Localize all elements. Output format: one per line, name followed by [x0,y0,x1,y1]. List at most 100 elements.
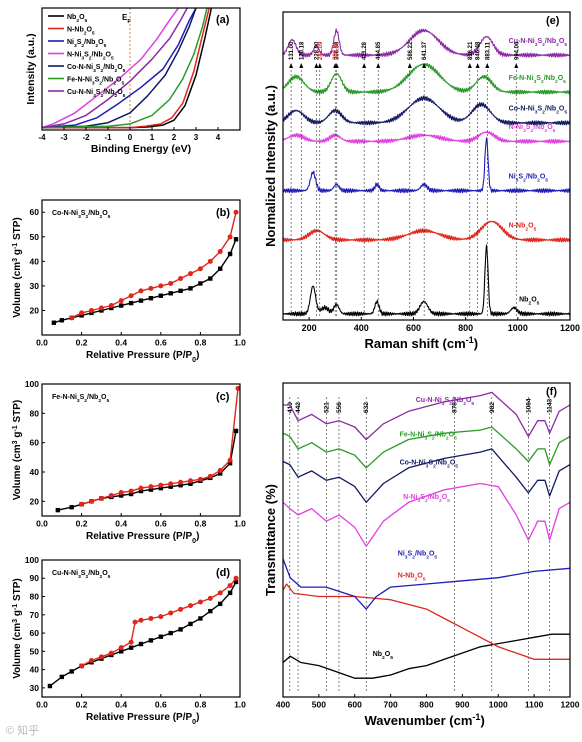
text-part: S [408,551,413,558]
text-part: 5 [111,55,114,61]
spectrum-line [282,130,571,145]
peak-label: 442 [295,402,302,413]
data-point [59,318,64,323]
text-part: g [12,432,23,441]
peak-label: 556 [336,402,343,413]
y-tick-label: 40 [30,467,40,477]
x-tick-label: 900 [455,700,469,710]
text-part: Nb [67,14,76,21]
data-point [148,484,154,490]
text-part: Nb [373,651,382,658]
text-part: 5 [455,463,458,469]
data-point [188,286,193,291]
x-tick-label: 1100 [525,700,544,710]
data-point [128,491,134,497]
data-point [227,457,233,463]
text-part: -1 [12,604,19,610]
series-line [41,7,180,129]
text-part: /Nb [435,431,446,438]
data-point [207,595,213,601]
peak-label: 982 [489,402,496,413]
data-point [207,473,213,479]
text-part: 2 [84,398,87,404]
y-tick-label: 30 [30,281,40,291]
text-part: O [531,297,537,304]
peak-arrow-icon [376,63,381,68]
x-tick-label: 400 [354,323,369,333]
x-tick-label: 0.2 [76,700,88,710]
legend-label: N-Ni3S2/Nb2O5 [67,52,114,62]
plot-frame [41,199,241,336]
text-part: 5 [108,214,111,220]
peak-arrow-icon [467,63,472,68]
peak-label: 878 [451,402,458,413]
text-part: 2 [425,498,428,504]
text-part: 2 [530,128,533,134]
y-tick-label: 50 [30,646,40,656]
data-point [118,645,124,651]
panel-letter: (e) [546,15,560,27]
text-part: Cu-N-Ni [509,38,535,45]
legend-label: Ni3S2/Nb2O5 [67,39,107,49]
text-part: 2 [432,435,435,441]
text-part: Relative Pressure (P/P [86,531,192,542]
text-part: 2 [433,463,436,469]
data-point [178,479,184,485]
series-label: Nb2O5 [373,651,394,661]
text-part: -1 [12,425,19,431]
y-tick-label: 80 [30,408,40,418]
data-point [178,606,184,612]
text-part: 2 [523,177,526,183]
data-point [158,614,164,620]
text-part: S [80,394,85,401]
text-part: 5 [108,574,111,580]
peak-label: 228.00 [314,41,320,60]
spectrum-line [282,558,571,610]
y-tick-label: 60 [30,628,40,638]
text-part: /Nb [428,494,439,501]
y-tick-label: 60 [30,207,40,217]
text-part: Fe-N-Ni [400,431,425,438]
panel-c: 0.0 0.2 0.4 0.6 0.8 1.020406080100Fe-N-Ni3S2/… [12,379,247,545]
x-tick-label: 0.6 [155,700,167,710]
peak-arrow-icon [362,63,367,68]
text-part: O [442,494,448,501]
y-tick-label: 90 [30,573,40,583]
data-point [79,310,85,316]
text-part: 2 [449,400,452,406]
text-part: S [96,64,101,71]
text-part: N-Nb [67,27,84,34]
data-point [178,276,184,282]
y-tick-label: 20 [30,305,40,315]
data-point [168,481,174,487]
series-label: Fe-N-Ni3S2/Nb2O5 [400,431,458,441]
peak-label: 586.22 [408,41,414,60]
data-point [89,307,94,313]
x-axis-title: Relative Pressure (P/P0) [86,350,199,364]
x-tick-label: 0.4 [115,338,127,348]
text-part: Volume (cm [12,623,23,679]
data-point [207,258,213,264]
x-tick-label: 0.0 [36,519,48,529]
data-point [198,281,203,286]
peak-label: 846.48 [476,41,482,60]
text-part: 5 [564,109,567,115]
text-part: 5 [553,128,556,134]
text-part: 2 [114,68,117,74]
peak-arrow-icon [475,63,480,68]
data-point [197,266,203,272]
text-part: 5 [92,30,95,36]
text-part: O [559,38,565,45]
data-point [188,621,193,627]
text-part: S [526,124,531,131]
text-part: 3 [74,43,77,49]
text-part: ) [196,350,199,361]
text-part: O [417,573,423,580]
text-part: STP) [12,217,23,243]
data-point [148,295,154,301]
data-point [148,285,154,291]
x-tick-label: 0.8 [194,519,206,529]
text-part: 3 [12,258,19,262]
y-axis-title: Volume (cm3 g-1 STP) [12,400,24,501]
data-point [158,485,163,491]
